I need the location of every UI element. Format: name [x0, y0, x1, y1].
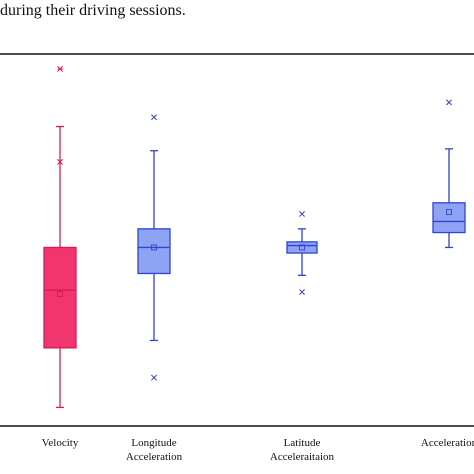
outlier-marker: [299, 211, 305, 217]
outlier-marker: [57, 158, 63, 165]
iqr-box: [286, 241, 318, 254]
outlier-marker: [151, 374, 157, 381]
plot-frame: [0, 53, 474, 427]
mean-marker: [299, 244, 305, 251]
outlier-marker: [446, 99, 452, 106]
category-label-2: Longitude Acceleration: [126, 437, 183, 463]
outlier-stroke: [446, 99, 452, 106]
category-label-line: Acceleration: [126, 451, 183, 463]
box-group-4: [432, 99, 466, 249]
outlier-stroke: [299, 211, 305, 217]
iqr-box: [432, 202, 466, 234]
category-labels: Velocity Longitude Acceleration Latitude Acc…: [42, 437, 474, 463]
category-label-line: Longitude: [131, 437, 176, 449]
category-label-line: Acceleration: [421, 437, 474, 449]
category-label-line: Latitude: [284, 437, 321, 449]
outlier-marker: [299, 289, 305, 296]
box-group-1: [43, 65, 77, 409]
outlier-stroke: [299, 289, 305, 296]
figure-caption: during their driving sessions.: [0, 2, 186, 19]
mean-marker: [57, 290, 63, 297]
category-label-line: Velocity: [42, 437, 79, 449]
mean-marker: [151, 244, 157, 251]
outlier-stroke: [57, 158, 63, 165]
iqr-box: [43, 246, 77, 349]
box-group-2: [137, 114, 171, 381]
iqr-box: [137, 228, 171, 275]
outlier-marker: [151, 114, 157, 121]
outlier-stroke: [151, 374, 157, 381]
category-label-line: Acceleraitaion: [270, 451, 335, 463]
category-label-4: Acceleration: [421, 437, 474, 449]
boxes-layer: [43, 65, 466, 409]
mean-marker: [446, 209, 452, 216]
box-group-3: [286, 211, 318, 296]
outlier-stroke: [151, 114, 157, 121]
category-label-3: Latitude Acceleraitaion: [270, 437, 335, 463]
category-label-1: Velocity: [42, 437, 79, 449]
